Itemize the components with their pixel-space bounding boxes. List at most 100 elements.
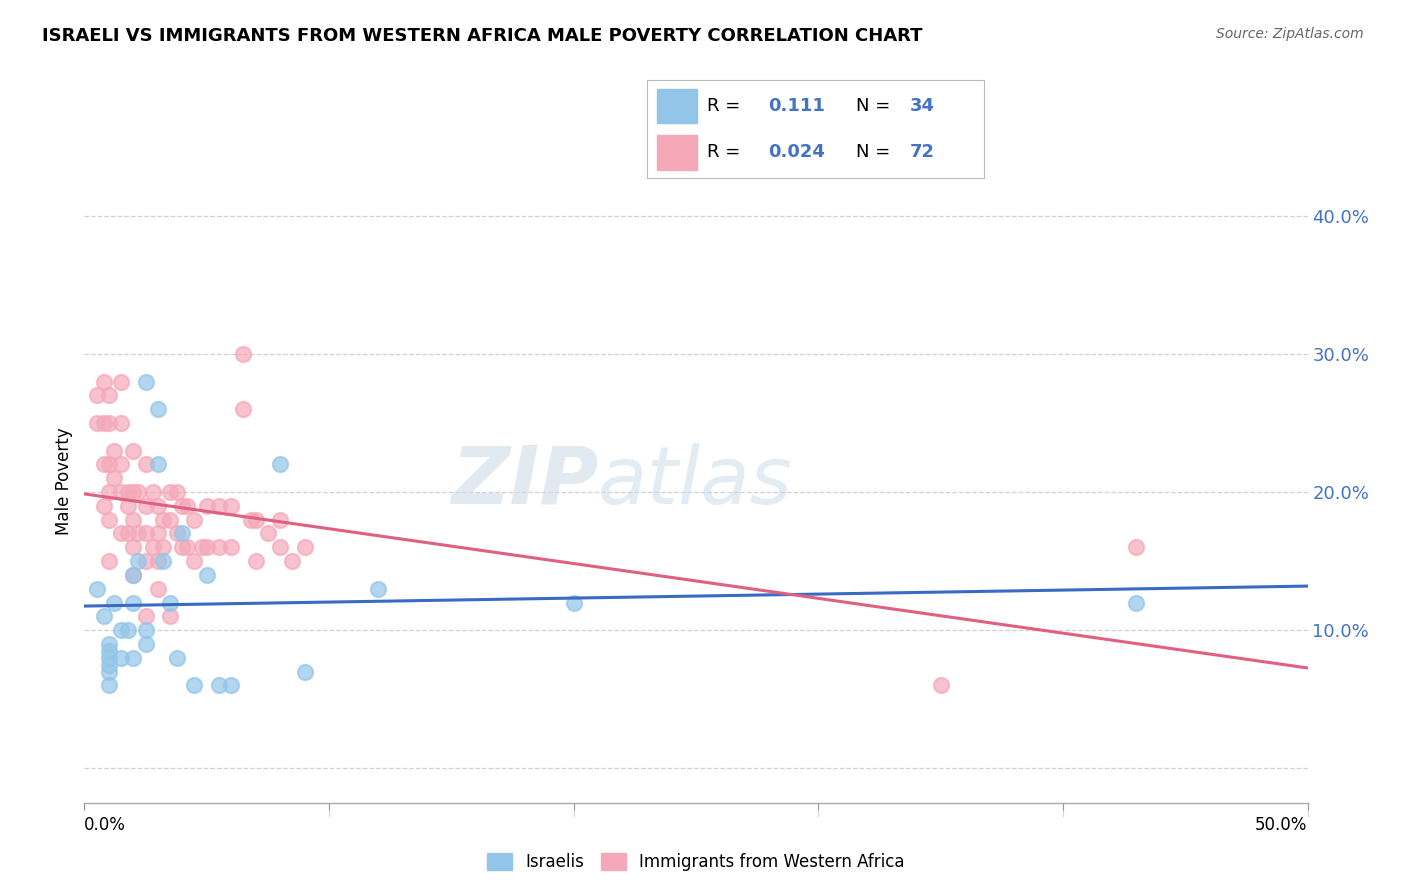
Point — [208, 678, 231, 692]
Point — [245, 513, 267, 527]
Point — [135, 526, 157, 541]
Point — [122, 568, 145, 582]
Point — [195, 568, 218, 582]
Point — [122, 595, 145, 609]
Y-axis label: Male Poverty: Male Poverty — [55, 428, 73, 535]
Text: ZIP: ZIP — [451, 442, 598, 521]
Point — [93, 416, 115, 430]
Point — [135, 458, 157, 472]
Point — [117, 499, 139, 513]
Text: 34: 34 — [910, 97, 935, 115]
Point — [86, 582, 108, 596]
Point — [127, 554, 149, 568]
Point — [257, 526, 280, 541]
Point — [110, 375, 132, 389]
Point — [146, 526, 169, 541]
Text: N =: N = — [856, 97, 890, 115]
Point — [97, 416, 120, 430]
Point — [245, 554, 267, 568]
Point — [159, 595, 181, 609]
Point — [195, 541, 218, 555]
Point — [122, 541, 145, 555]
Point — [176, 499, 198, 513]
Point — [367, 582, 389, 596]
Point — [97, 678, 120, 692]
Point — [127, 526, 149, 541]
Point — [110, 416, 132, 430]
Point — [152, 541, 174, 555]
Point — [103, 443, 125, 458]
Point — [232, 402, 254, 417]
Point — [172, 526, 194, 541]
Point — [269, 541, 291, 555]
Point — [208, 541, 231, 555]
Point — [127, 485, 149, 500]
Text: 0.024: 0.024 — [768, 143, 825, 161]
Point — [122, 513, 145, 527]
Point — [562, 595, 585, 609]
Point — [159, 609, 181, 624]
Point — [103, 471, 125, 485]
Point — [195, 499, 218, 513]
Point — [146, 554, 169, 568]
Text: 50.0%: 50.0% — [1256, 816, 1308, 834]
Point — [122, 443, 145, 458]
Point — [122, 485, 145, 500]
Point — [159, 513, 181, 527]
Point — [135, 499, 157, 513]
Point — [191, 541, 214, 555]
Text: 0.111: 0.111 — [768, 97, 825, 115]
Point — [97, 644, 120, 658]
Point — [269, 513, 291, 527]
Point — [135, 375, 157, 389]
Point — [219, 541, 242, 555]
Point — [146, 582, 169, 596]
Point — [93, 458, 115, 472]
Point — [183, 678, 205, 692]
Point — [93, 375, 115, 389]
Point — [103, 595, 125, 609]
Bar — [657, 136, 697, 169]
Point — [97, 485, 120, 500]
Point — [281, 554, 304, 568]
Point — [117, 623, 139, 637]
Point — [152, 513, 174, 527]
Point — [97, 657, 120, 672]
Point — [97, 554, 120, 568]
Point — [97, 458, 120, 472]
Point — [97, 513, 120, 527]
Point — [142, 485, 165, 500]
Text: Source: ZipAtlas.com: Source: ZipAtlas.com — [1216, 27, 1364, 41]
Text: atlas: atlas — [598, 442, 793, 521]
Point — [122, 650, 145, 665]
Point — [97, 665, 120, 679]
Point — [117, 485, 139, 500]
Point — [929, 678, 952, 692]
Point — [1125, 541, 1147, 555]
Point — [166, 526, 188, 541]
Point — [183, 513, 205, 527]
Text: 72: 72 — [910, 143, 935, 161]
Point — [172, 499, 194, 513]
Point — [1125, 595, 1147, 609]
Point — [146, 499, 169, 513]
Point — [146, 402, 169, 417]
Point — [110, 623, 132, 637]
Point — [135, 623, 157, 637]
Point — [239, 513, 262, 527]
Point — [183, 554, 205, 568]
Point — [110, 650, 132, 665]
Point — [86, 388, 108, 402]
Point — [135, 637, 157, 651]
Point — [208, 499, 231, 513]
Point — [97, 650, 120, 665]
Point — [166, 485, 188, 500]
Point — [110, 485, 132, 500]
Legend: Israelis, Immigrants from Western Africa: Israelis, Immigrants from Western Africa — [481, 847, 911, 878]
Point — [219, 678, 242, 692]
Point — [93, 609, 115, 624]
Point — [97, 388, 120, 402]
Point — [110, 526, 132, 541]
Text: 0.0%: 0.0% — [84, 816, 127, 834]
Point — [172, 541, 194, 555]
